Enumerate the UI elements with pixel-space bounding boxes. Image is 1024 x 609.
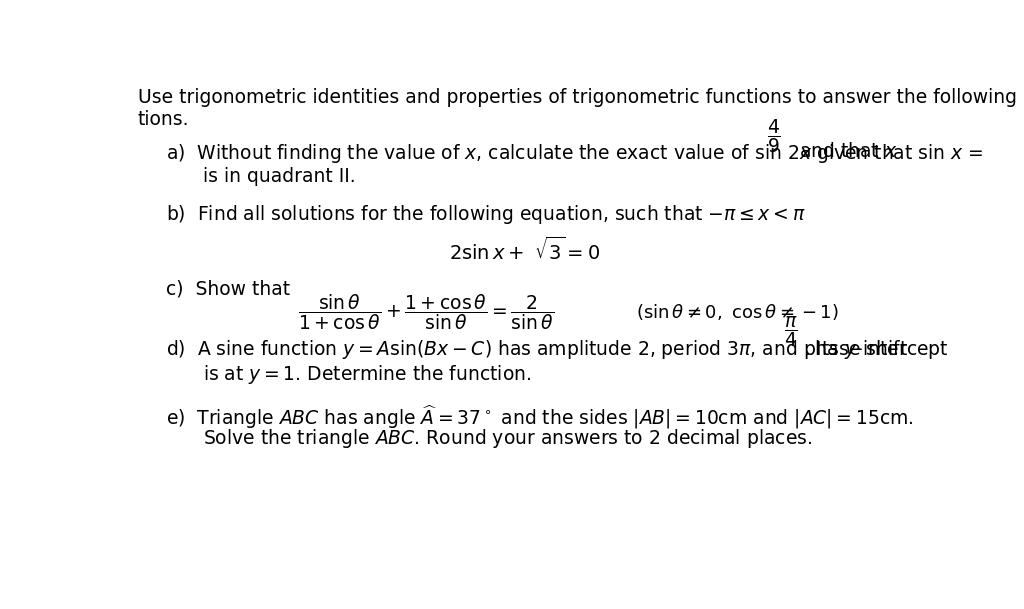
Text: $2 \sin x +\ \sqrt{3} = 0$: $2 \sin x +\ \sqrt{3} = 0$ [450, 236, 600, 264]
Text: c)  Show that: c) Show that [166, 280, 290, 298]
Text: d)  A sine function $y = A\sin(Bx - C)$ has amplitude 2, period $3\pi$, and phas: d) A sine function $y = A\sin(Bx - C)$ h… [166, 338, 908, 361]
Text: and that $x$: and that $x$ [799, 143, 897, 161]
Text: a)  Without finding the value of $x$, calculate the exact value of sin 2$x$ give: a) Without finding the value of $x$, cal… [166, 143, 983, 166]
Text: tions.: tions. [137, 110, 189, 128]
Text: e)  Triangle $ABC$ has angle $\widehat{A} = 37^\circ$ and the sides $|AB| = 10$c: e) Triangle $ABC$ has angle $\widehat{A}… [166, 404, 913, 431]
Text: is at $y = 1$. Determine the function.: is at $y = 1$. Determine the function. [204, 363, 531, 386]
Text: $(\sin\theta \neq 0,\ \cos\theta \neq -1)$: $(\sin\theta \neq 0,\ \cos\theta \neq -1… [636, 302, 839, 322]
Text: . Its $y$-intercept: . Its $y$-intercept [804, 338, 949, 361]
Text: Solve the triangle $ABC$. Round your answers to 2 decimal places.: Solve the triangle $ABC$. Round your ans… [204, 427, 813, 450]
Text: b)  Find all solutions for the following equation, such that $-\pi \leq x < \pi$: b) Find all solutions for the following … [166, 203, 806, 227]
Text: $\dfrac{\sin\theta}{1+\cos\theta} + \dfrac{1+\cos\theta}{\sin\theta} = \dfrac{2}: $\dfrac{\sin\theta}{1+\cos\theta} + \dfr… [298, 292, 554, 332]
Text: $\dfrac{4}{9}$: $\dfrac{4}{9}$ [767, 118, 780, 155]
Text: is in quadrant II.: is in quadrant II. [204, 167, 356, 186]
Text: Use trigonometric identities and properties of trigonometric functions to answer: Use trigonometric identities and propert… [137, 88, 1024, 107]
Text: $\dfrac{\pi}{4}$: $\dfrac{\pi}{4}$ [783, 314, 798, 350]
